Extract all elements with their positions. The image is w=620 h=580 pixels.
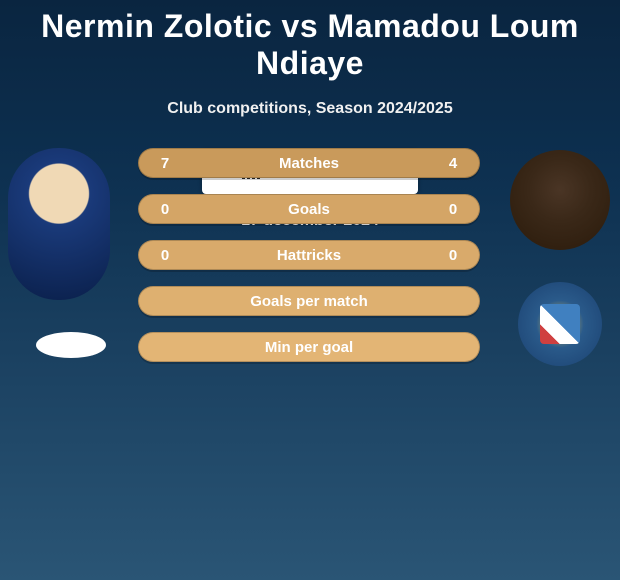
infographic-container: Nermin Zolotic vs Mamadou Loum Ndiaye Cl… [0, 0, 620, 488]
stat-right-value: 4 [443, 155, 463, 172]
stat-label: Matches [279, 155, 339, 172]
player-left-avatar [8, 148, 110, 300]
stat-row: 0 Goals 0 [138, 194, 480, 224]
stat-right-value: 0 [443, 201, 463, 218]
stat-row: 0 Hattricks 0 [138, 240, 480, 270]
stat-left-value: 7 [155, 155, 175, 172]
stat-row: Goals per match [138, 286, 480, 316]
stat-row: Min per goal [138, 332, 480, 362]
stat-left-value: 0 [155, 201, 175, 218]
stats-table: 7 Matches 4 0 Goals 0 0 Hattricks 0 Goals per mat… [138, 148, 480, 378]
player-left-club-badge [36, 332, 106, 358]
content-area: 7 Matches 4 0 Goals 0 0 Hattricks 0 Goals per mat… [0, 148, 620, 488]
stat-right-value: 0 [443, 247, 463, 264]
player-right-club-badge [518, 282, 602, 366]
player-right-avatar [510, 150, 610, 250]
stat-left-value: 0 [155, 247, 175, 264]
stat-row: 7 Matches 4 [138, 148, 480, 178]
stat-label: Min per goal [155, 339, 463, 356]
stat-label: Goals [288, 201, 330, 218]
page-title: Nermin Zolotic vs Mamadou Loum Ndiaye [0, 8, 620, 82]
stat-label: Hattricks [277, 247, 341, 264]
club-crest-icon [540, 304, 580, 344]
stat-label: Goals per match [155, 293, 463, 310]
subtitle: Club competitions, Season 2024/2025 [0, 100, 620, 118]
